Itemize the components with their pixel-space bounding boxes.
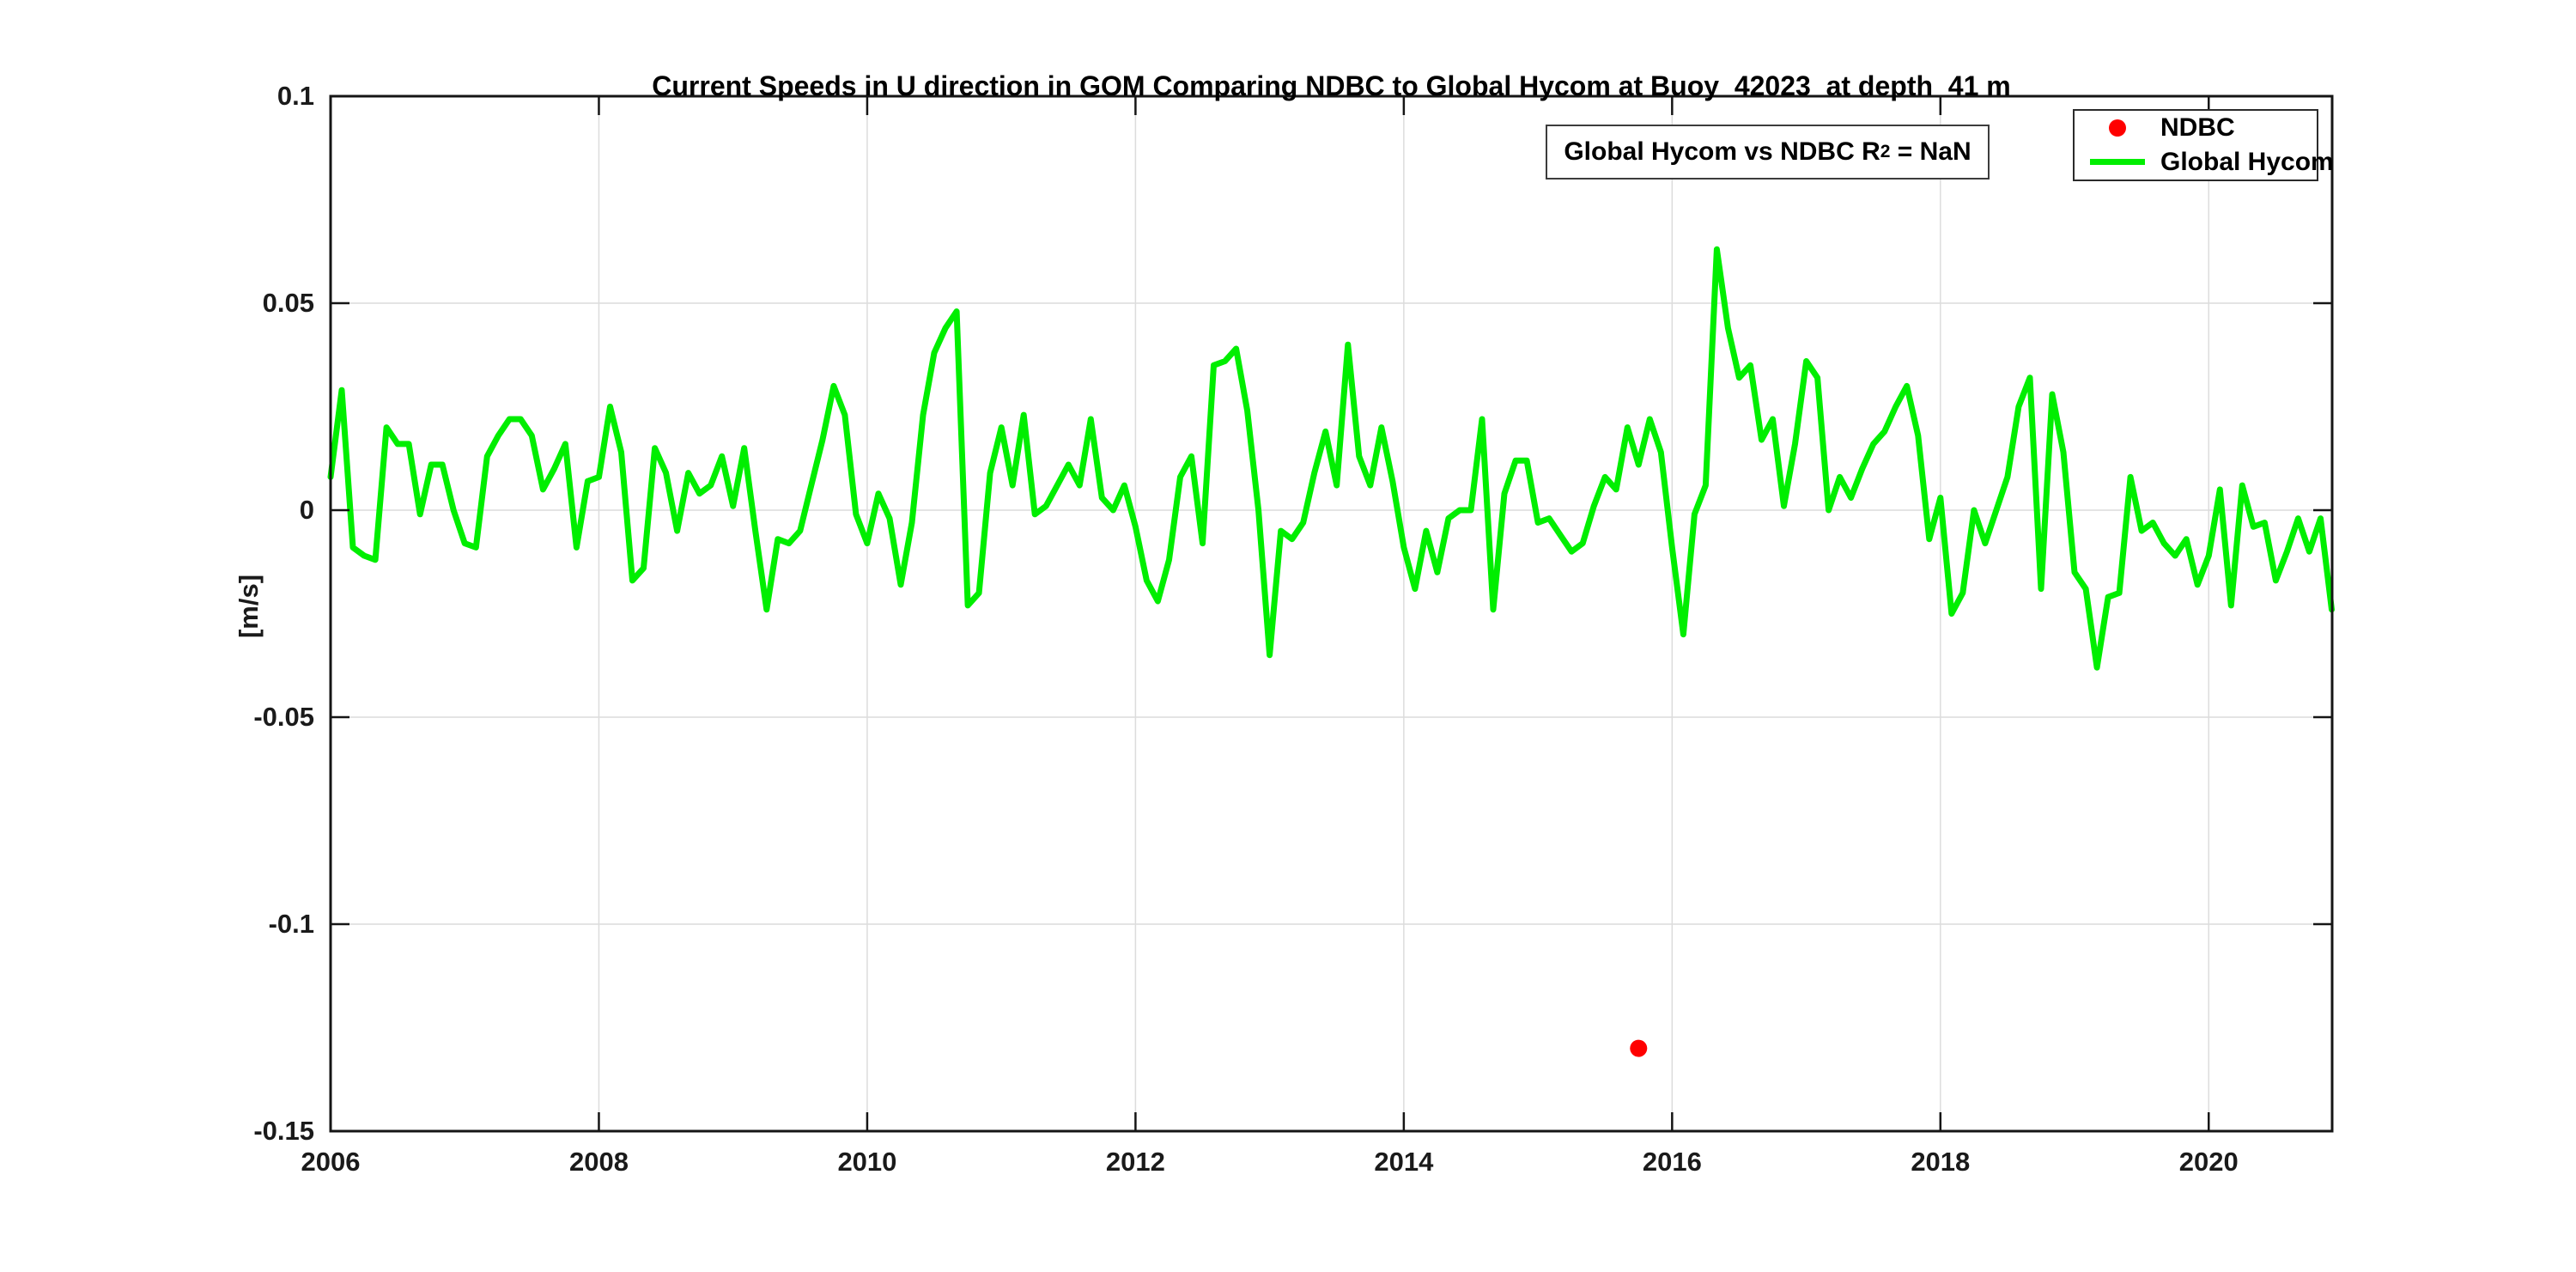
x-tick-label: 2012 [1105, 1147, 1165, 1177]
y-tick-label: -0.1 [268, 909, 314, 939]
axis-ticks [329, 94, 2332, 1133]
legend-entry-global-hycom: Global Hycom [2075, 146, 2334, 179]
x-tick-label: 2020 [2178, 1147, 2239, 1177]
y-tick-label: -0.05 [253, 702, 314, 732]
legend-label-global-hycom: Global Hycom [2160, 147, 2334, 176]
hycom-line [327, 246, 2335, 671]
y-tick-label: -0.15 [253, 1116, 314, 1146]
legend: NDBC Global Hycom [2073, 109, 2334, 181]
x-tick-label: 2018 [1911, 1147, 1971, 1177]
x-tick-label: 2014 [1374, 1147, 1434, 1177]
plot-area-border [329, 94, 2334, 1133]
annotation-text-prefix: Global Hycom vs NDBC R [1564, 137, 1880, 166]
x-tick-label: 2016 [1642, 1147, 1702, 1177]
ndbc-point [1630, 1039, 1648, 1057]
y-axis-label: [m/s] [234, 574, 264, 639]
x-tick-label: 2006 [301, 1147, 361, 1177]
chart-title: Current Speeds in U direction in GOM Com… [652, 70, 2011, 101]
y-tick-label: 0 [299, 495, 314, 525]
y-tick-label: 0.1 [276, 81, 314, 111]
x-tick-label: 2008 [568, 1147, 629, 1177]
legend-entry-ndbc: NDBC [2075, 112, 2317, 144]
x-tick-label: 2010 [837, 1147, 897, 1177]
gridlines [330, 95, 2332, 1132]
global-hycom-marker-icon [2090, 159, 2145, 166]
ndbc-marker-icon [2109, 119, 2126, 137]
legend-label-ndbc: NDBC [2160, 113, 2235, 143]
annotation-text-suffix: = NaN [1890, 137, 1971, 166]
y-tick-label: 0.05 [262, 288, 314, 318]
